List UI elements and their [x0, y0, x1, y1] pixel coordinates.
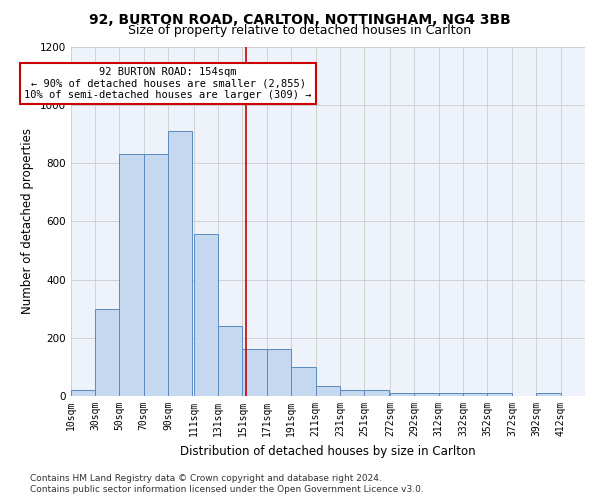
Bar: [364, 390, 389, 396]
Text: 92 BURTON ROAD: 154sqm
← 90% of detached houses are smaller (2,855)
10% of semi-: 92 BURTON ROAD: 154sqm ← 90% of detached…: [25, 67, 312, 100]
Text: Size of property relative to detached houses in Carlton: Size of property relative to detached ho…: [128, 24, 472, 37]
Text: Contains HM Land Registry data © Crown copyright and database right 2024.
Contai: Contains HM Land Registry data © Crown c…: [30, 474, 424, 494]
Bar: [194, 234, 218, 396]
Bar: [439, 393, 463, 396]
Bar: [463, 393, 487, 396]
Bar: [487, 393, 512, 396]
Bar: [291, 367, 316, 396]
X-axis label: Distribution of detached houses by size in Carlton: Distribution of detached houses by size …: [180, 444, 476, 458]
Bar: [267, 350, 291, 396]
Bar: [390, 393, 415, 396]
Bar: [168, 131, 193, 396]
Bar: [340, 390, 364, 396]
Bar: [415, 393, 439, 396]
Bar: [218, 326, 242, 396]
Text: 92, BURTON ROAD, CARLTON, NOTTINGHAM, NG4 3BB: 92, BURTON ROAD, CARLTON, NOTTINGHAM, NG…: [89, 12, 511, 26]
Bar: [316, 386, 340, 396]
Y-axis label: Number of detached properties: Number of detached properties: [21, 128, 34, 314]
Bar: [71, 390, 95, 396]
Bar: [536, 393, 560, 396]
Bar: [242, 350, 267, 396]
Bar: [144, 154, 168, 396]
Bar: [119, 154, 144, 396]
Bar: [95, 308, 119, 396]
